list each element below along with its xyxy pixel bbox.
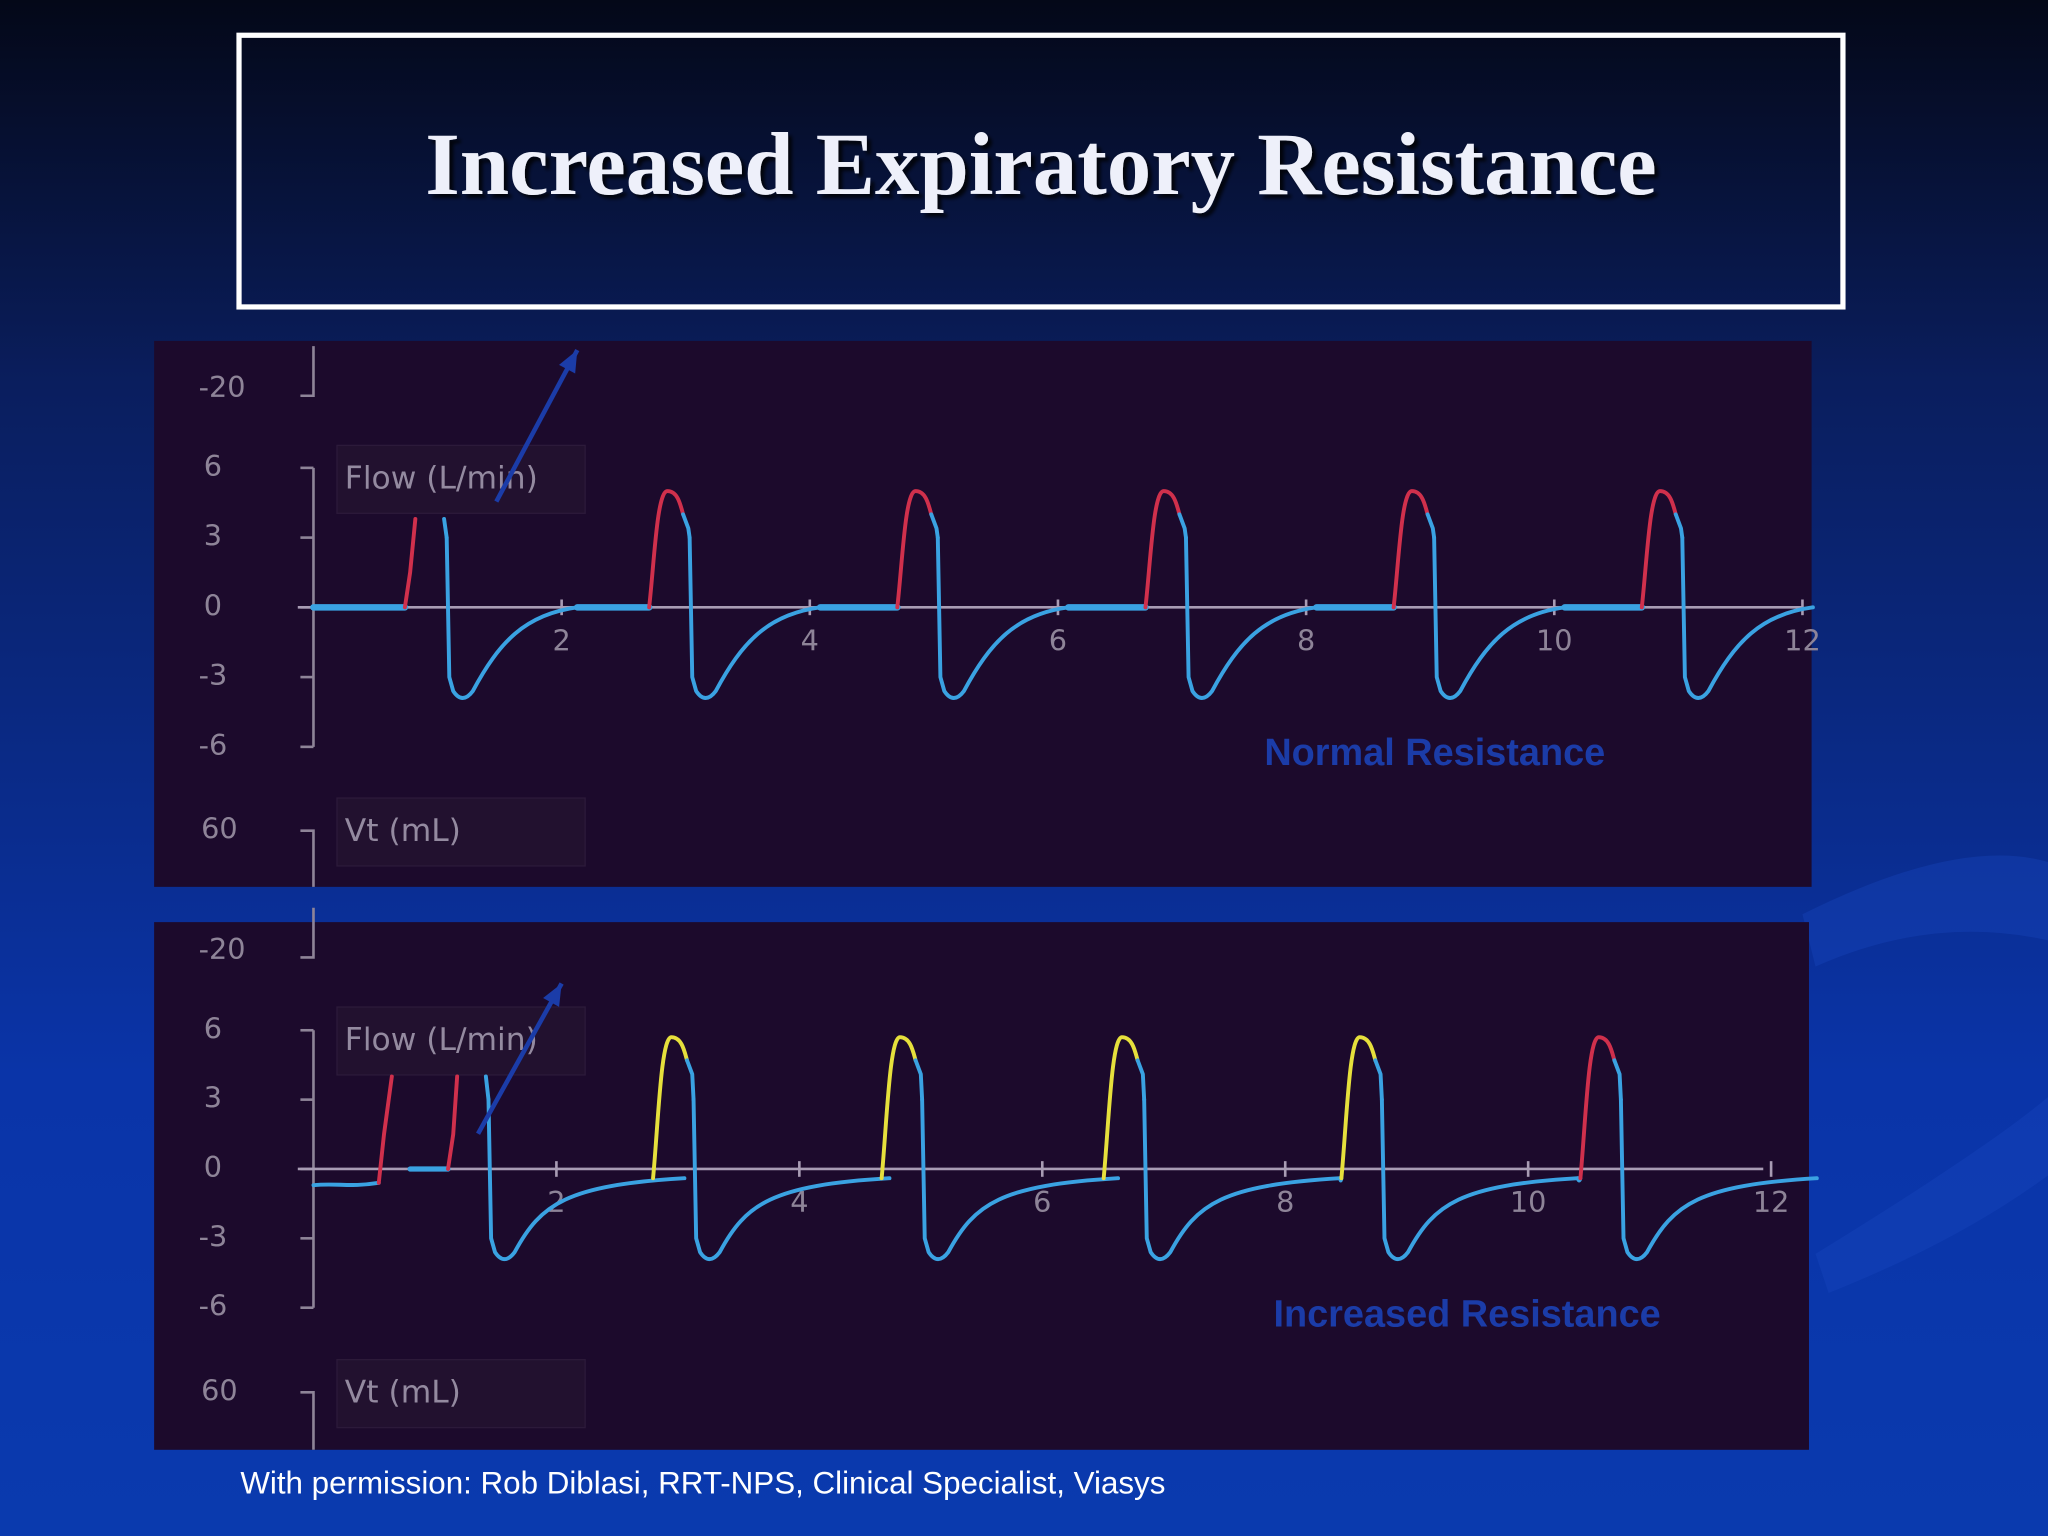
label-box: [336, 1359, 586, 1429]
x-tick-label: 10: [1536, 624, 1573, 658]
flow-trace: [691, 1097, 892, 1262]
flow-trace: [376, 1074, 394, 1185]
flow-label: Flow (L/min): [345, 460, 538, 496]
vt-tick-label: 60: [201, 1373, 238, 1407]
vt-label: Vt (mL): [345, 1375, 461, 1411]
decor-swoosh: [1815, 1097, 2048, 1294]
flow-trace: [1639, 489, 1678, 610]
flow-trace: [1425, 512, 1437, 540]
x-tick-label: 6: [1033, 1185, 1051, 1219]
x-tick-label: 12: [1753, 1185, 1790, 1219]
scale-label: -20: [199, 932, 246, 966]
axis-bracket: [300, 346, 315, 398]
flow-tick-label: 0: [204, 588, 222, 622]
flow-trace: [1177, 512, 1188, 540]
flow-tick-label: 6: [204, 1011, 222, 1045]
flow-trace: [442, 517, 449, 540]
flow-trace: [1391, 489, 1430, 610]
flow-trace: [1143, 489, 1182, 610]
flow-trace: [647, 489, 686, 610]
flow-trace: [687, 535, 823, 700]
pointer-arrow: [494, 348, 580, 503]
flow-tick-label: -6: [199, 1289, 228, 1323]
x-tick-label: 12: [1784, 624, 1821, 658]
flow-tick-label: 0: [204, 1150, 222, 1184]
flow-tick-label: 3: [204, 1081, 222, 1115]
flow-trace: [1101, 1035, 1140, 1181]
pointer-arrow: [476, 982, 564, 1135]
flow-trace: [1142, 1097, 1343, 1262]
label-box: [336, 444, 586, 514]
flow-trace: [1339, 1035, 1378, 1181]
flow-trace: [651, 1035, 689, 1181]
title-frame: [236, 32, 1846, 310]
flow-tick-label: 3: [204, 519, 222, 553]
axis-bracket: [300, 829, 315, 887]
flow-trace: [685, 1058, 696, 1102]
decor-swoosh: [1802, 855, 2048, 967]
flow-trace: [1612, 1058, 1623, 1102]
flow-trace: [895, 489, 934, 610]
x-tick-label: 2: [552, 624, 570, 658]
flow-trace: [446, 1074, 460, 1171]
footer-credit: With permission: Rob Diblasi, RRT-NPS, C…: [240, 1465, 1165, 1500]
flow-trace: [1432, 535, 1567, 700]
flow-trace: [402, 517, 418, 610]
vt-tick-label: 60: [201, 812, 238, 846]
x-tick-label: 4: [790, 1185, 808, 1219]
flow-tick-label: -6: [199, 728, 228, 762]
flow-trace: [1618, 1097, 1819, 1262]
flow-trace: [920, 1097, 1120, 1262]
flow-trace: [1373, 1058, 1384, 1102]
flow-trace: [935, 535, 1071, 700]
slide-title: Increased Expiratory Resistance: [425, 116, 1657, 214]
x-tick-label: 6: [1049, 624, 1067, 658]
waveform-panel: -20 6 3 0 -3 -6 Flow (L/min) 60 Vt (mL) 2 4 6 8 10 12 N…: [154, 340, 1821, 887]
flow-trace: [1379, 1097, 1580, 1262]
x-tick-label: 8: [1297, 624, 1315, 658]
flow-trace: [483, 1074, 491, 1102]
x-tick-label: 4: [801, 624, 819, 658]
pointer-arrowhead: [543, 983, 562, 1007]
panel-annotation: Normal Resistance: [1264, 732, 1605, 774]
scale-label: -20: [199, 370, 246, 404]
axis-bracket: [300, 907, 315, 959]
flow-trace: [929, 512, 940, 540]
flow-tick-label: -3: [199, 1219, 228, 1253]
flow-trace: [1578, 1035, 1617, 1181]
flow-trace: [1680, 535, 1815, 700]
flow-trace: [681, 512, 692, 540]
x-tick-label: 10: [1510, 1185, 1547, 1219]
flow-tick-label: 6: [204, 449, 222, 483]
flow-tick-label: -3: [199, 658, 228, 692]
flow-trace: [1135, 1058, 1147, 1102]
flow-trace: [444, 535, 580, 700]
panel-annotation: Increased Resistance: [1273, 1294, 1660, 1336]
x-tick-label: 8: [1276, 1185, 1294, 1219]
flow-trace: [486, 1097, 687, 1262]
flow-trace: [311, 1180, 381, 1188]
flow-trace: [879, 1035, 918, 1181]
flow-trace: [1673, 512, 1685, 540]
flow-label: Flow (L/min): [345, 1022, 538, 1058]
flow-trace: [1183, 535, 1319, 700]
axis-bracket: [300, 1391, 315, 1450]
pointer-arrowhead: [559, 350, 578, 374]
vt-label: Vt (mL): [345, 813, 461, 849]
flow-trace: [913, 1058, 925, 1102]
label-box: [336, 797, 586, 867]
